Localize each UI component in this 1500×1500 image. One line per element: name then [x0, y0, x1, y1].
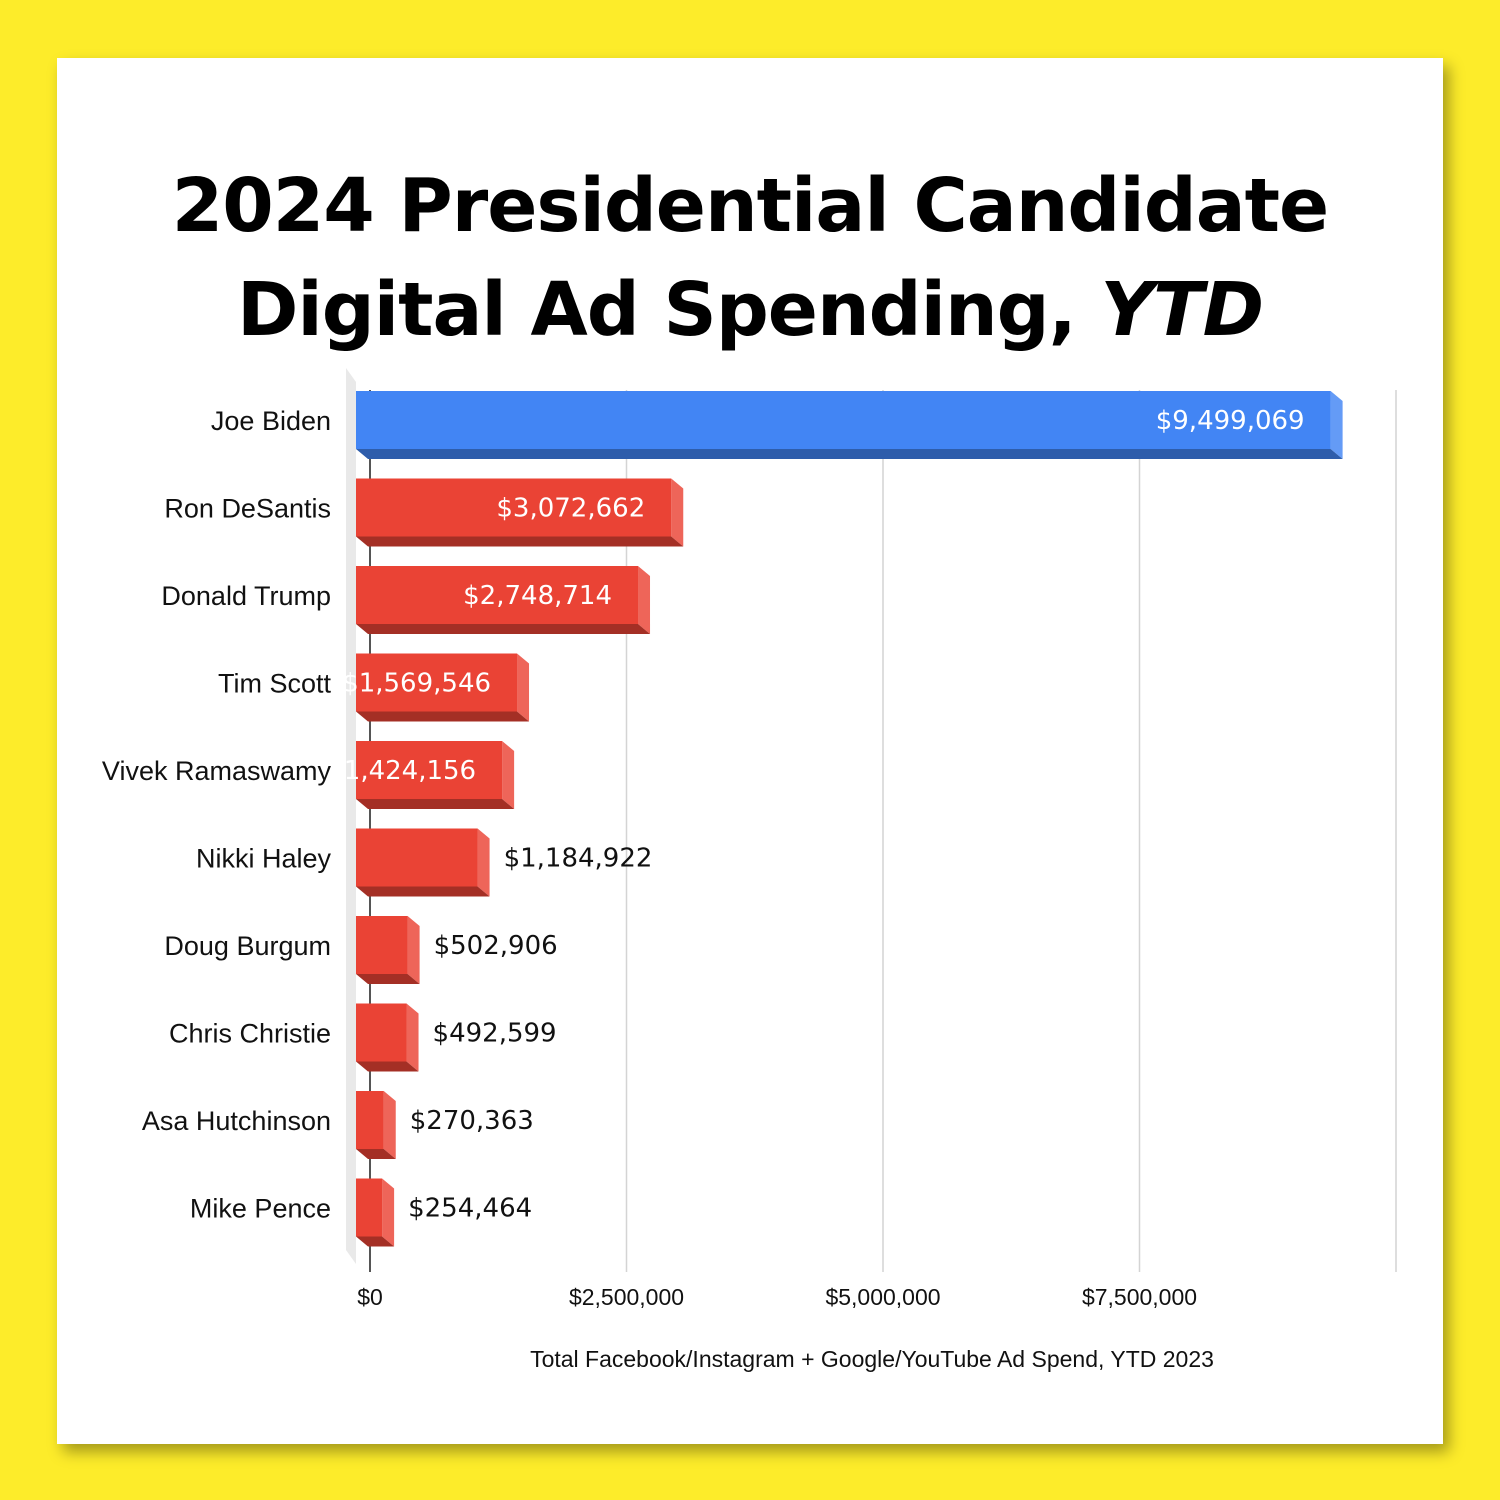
- bar-bottom-face: [356, 799, 515, 809]
- x-tick-label: $7,500,000: [1082, 1284, 1197, 1310]
- bar-side-face: [407, 916, 420, 984]
- bar-nikki-haley: $1,184,922: [356, 828, 653, 897]
- bar-bottom-face: [356, 1061, 419, 1072]
- bar-value-label: $502,906: [434, 931, 558, 961]
- x-axis-title: Total Facebook/Instagram + Google/YouTub…: [530, 1346, 1214, 1372]
- bar-doug-burgum: $502,906: [356, 916, 558, 984]
- bar-front-face: [356, 741, 503, 799]
- bar-vivek-ramaswamy: $1,424,156: [327, 741, 515, 809]
- bars: $9,499,069 $3,072,662 $2,748,714 $1,569,546…: [327, 391, 1343, 1247]
- category-label: Chris Christie: [169, 1019, 331, 1049]
- bar-side-face: [406, 1003, 419, 1072]
- title-line-1: 2024 Presidential Candidate: [171, 163, 1329, 249]
- bar-value-label: $270,363: [410, 1106, 534, 1136]
- category-label: Asa Hutchinson: [142, 1106, 331, 1136]
- bar-bottom-face: [356, 711, 530, 722]
- tick-labels: $0 $2,500,000 $5,000,000 $7,500,000: [357, 1284, 1197, 1310]
- category-label: Joe Biden: [211, 406, 331, 436]
- category-label: Mike Pence: [190, 1194, 331, 1224]
- bar-chris-christie: $492,599: [356, 1003, 557, 1072]
- bar-side-face: [502, 741, 515, 809]
- bar-bottom-face: [356, 1149, 396, 1159]
- bar-side-face: [383, 1091, 396, 1159]
- bar-front-face: [356, 566, 639, 624]
- bar-tim-scott: $1,569,546: [342, 653, 530, 722]
- bar-front-face: [356, 1003, 407, 1062]
- bar-value-label: $9,499,069: [1156, 406, 1305, 436]
- bar-asa-hutchinson: $270,363: [356, 1091, 534, 1159]
- bar-side-face: [382, 1178, 395, 1247]
- bar-side-face: [671, 478, 684, 547]
- category-label: Vivek Ramaswamy: [102, 756, 332, 786]
- bar-front-face: [356, 391, 1331, 449]
- axis-floor: [346, 368, 356, 1264]
- bar-value-label: $492,599: [433, 1019, 557, 1049]
- category-label: Doug Burgum: [164, 931, 331, 961]
- chart-title: 2024 Presidential Candidate Digital Ad S…: [57, 154, 1443, 362]
- bar-joe-biden: $9,499,069: [356, 391, 1343, 459]
- category-label: Nikki Haley: [196, 844, 332, 874]
- category-labels: Joe Biden Ron DeSantis Donald Trump Tim Sco…: [102, 406, 332, 1224]
- bar-bottom-face: [356, 449, 1343, 459]
- bar-donald-trump: $2,748,714: [356, 566, 651, 634]
- x-tick-label: $5,000,000: [825, 1284, 940, 1310]
- bar-front-face: [356, 1091, 384, 1149]
- title-line-2: Digital Ad Spending, YTD: [57, 258, 1443, 362]
- bar-mike-pence: $254,464: [356, 1178, 532, 1247]
- category-label: Ron DeSantis: [164, 494, 331, 524]
- bar-value-label: $1,424,156: [327, 756, 476, 786]
- bar-side-face: [477, 828, 490, 897]
- bar-front-face: [356, 478, 672, 537]
- bar-value-label: $1,184,922: [504, 844, 653, 874]
- bar-front-face: [356, 828, 478, 887]
- bar-front-face: [356, 916, 408, 974]
- bar-value-label: $1,569,546: [342, 669, 491, 699]
- bar-value-label: $3,072,662: [496, 494, 645, 524]
- bar-side-face: [638, 566, 651, 634]
- title-emphasis: YTD: [1100, 267, 1264, 353]
- category-label: Donald Trump: [161, 581, 331, 611]
- bar-front-face: [356, 1178, 383, 1237]
- category-label: Tim Scott: [218, 669, 332, 699]
- bar-ron-desantis: $3,072,662: [356, 478, 684, 547]
- bar-front-face: [356, 653, 518, 712]
- x-tick-label: $0: [357, 1284, 383, 1310]
- bar-bottom-face: [356, 536, 684, 547]
- bar-side-face: [1330, 391, 1343, 459]
- x-tick-label: $2,500,000: [569, 1284, 684, 1310]
- bar-bottom-face: [356, 1236, 395, 1247]
- bar-side-face: [517, 653, 530, 722]
- chart-card: 2024 Presidential Candidate Digital Ad S…: [57, 58, 1443, 1444]
- bar-bottom-face: [356, 624, 651, 634]
- bar-bottom-face: [356, 974, 420, 984]
- bar-value-label: $254,464: [408, 1194, 532, 1224]
- bar-value-label: $2,748,714: [463, 581, 612, 611]
- bar-bottom-face: [356, 886, 490, 897]
- title-line-2-text: Digital Ad Spending,: [236, 267, 1077, 353]
